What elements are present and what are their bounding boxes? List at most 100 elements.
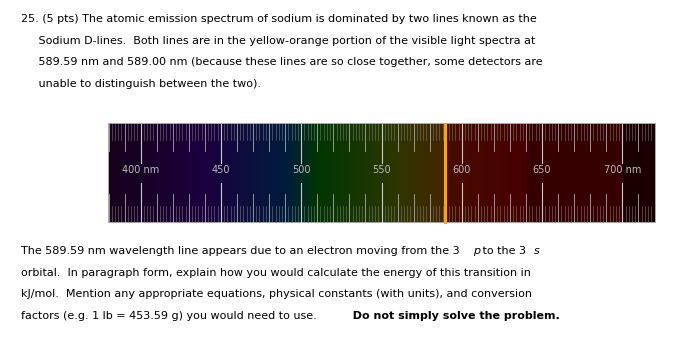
Bar — [487, 124, 489, 222]
Bar — [296, 124, 297, 222]
Bar — [463, 124, 465, 222]
Text: 700 nm: 700 nm — [603, 165, 641, 175]
Bar — [306, 124, 307, 222]
Bar — [596, 124, 598, 222]
Bar — [575, 124, 576, 222]
Bar — [398, 124, 399, 222]
Bar — [138, 124, 139, 222]
Bar — [308, 124, 309, 222]
Bar — [565, 124, 566, 222]
Bar — [456, 124, 457, 222]
Bar — [413, 124, 414, 222]
Bar — [218, 124, 219, 222]
Bar — [577, 124, 578, 222]
Text: 550: 550 — [372, 165, 391, 175]
Bar — [288, 124, 290, 222]
Bar — [365, 124, 366, 222]
Bar — [505, 124, 506, 222]
Bar — [182, 124, 183, 222]
Bar — [290, 124, 291, 222]
Bar — [598, 124, 600, 222]
Bar — [219, 124, 220, 222]
Bar — [472, 124, 473, 222]
Bar — [651, 124, 652, 222]
Bar — [265, 124, 266, 222]
Bar — [450, 124, 452, 222]
Bar — [228, 124, 229, 222]
Bar — [559, 124, 561, 222]
Bar — [223, 124, 224, 222]
Bar — [530, 124, 531, 222]
Bar — [214, 124, 216, 222]
Bar — [216, 124, 218, 222]
Bar — [256, 124, 257, 222]
Bar — [230, 124, 231, 222]
Bar — [612, 124, 613, 222]
Bar — [567, 124, 568, 222]
Bar — [358, 124, 360, 222]
Bar — [137, 124, 138, 222]
Bar — [267, 124, 268, 222]
Bar — [229, 124, 230, 222]
Bar — [484, 124, 485, 222]
Bar — [127, 124, 128, 222]
Bar — [536, 124, 537, 222]
Bar — [461, 124, 462, 222]
Bar — [545, 124, 547, 222]
Bar — [301, 124, 302, 222]
Bar — [120, 124, 122, 222]
Bar — [126, 124, 127, 222]
Bar — [604, 124, 606, 222]
Bar — [353, 124, 354, 222]
Bar — [187, 124, 188, 222]
Bar — [338, 124, 339, 222]
Bar — [386, 124, 387, 222]
Bar — [146, 124, 147, 222]
Text: to the 3: to the 3 — [480, 246, 526, 256]
Bar — [492, 124, 493, 222]
Bar — [378, 124, 379, 222]
Bar — [260, 124, 261, 222]
Bar — [144, 124, 146, 222]
Bar — [483, 124, 484, 222]
Bar — [220, 124, 221, 222]
Bar — [380, 124, 382, 222]
Bar — [578, 124, 579, 222]
Bar — [471, 124, 472, 222]
Bar — [130, 124, 132, 222]
Bar — [517, 124, 518, 222]
Bar — [498, 124, 499, 222]
Bar — [134, 124, 136, 222]
Bar — [531, 124, 532, 222]
Bar — [566, 124, 567, 222]
Bar — [519, 124, 520, 222]
Bar — [563, 124, 564, 222]
Bar — [159, 124, 160, 222]
Bar — [468, 124, 469, 222]
Bar — [243, 124, 244, 222]
Bar — [506, 124, 507, 222]
Bar — [444, 124, 446, 222]
Bar — [251, 124, 253, 222]
Bar — [226, 124, 228, 222]
Bar — [645, 124, 646, 222]
Bar — [319, 124, 321, 222]
Bar — [255, 124, 256, 222]
Text: 600: 600 — [453, 165, 471, 175]
Bar — [586, 124, 587, 222]
Bar — [544, 124, 545, 222]
Bar — [629, 124, 631, 222]
Bar — [589, 124, 590, 222]
Bar — [584, 124, 586, 222]
Bar — [356, 124, 358, 222]
Bar — [384, 124, 385, 222]
Bar — [399, 124, 400, 222]
Bar — [639, 124, 640, 222]
Bar — [140, 124, 141, 222]
Bar — [452, 124, 454, 222]
Bar — [149, 124, 150, 222]
Bar — [193, 124, 194, 222]
Bar — [173, 124, 174, 222]
Bar — [198, 124, 199, 222]
Bar — [274, 124, 276, 222]
